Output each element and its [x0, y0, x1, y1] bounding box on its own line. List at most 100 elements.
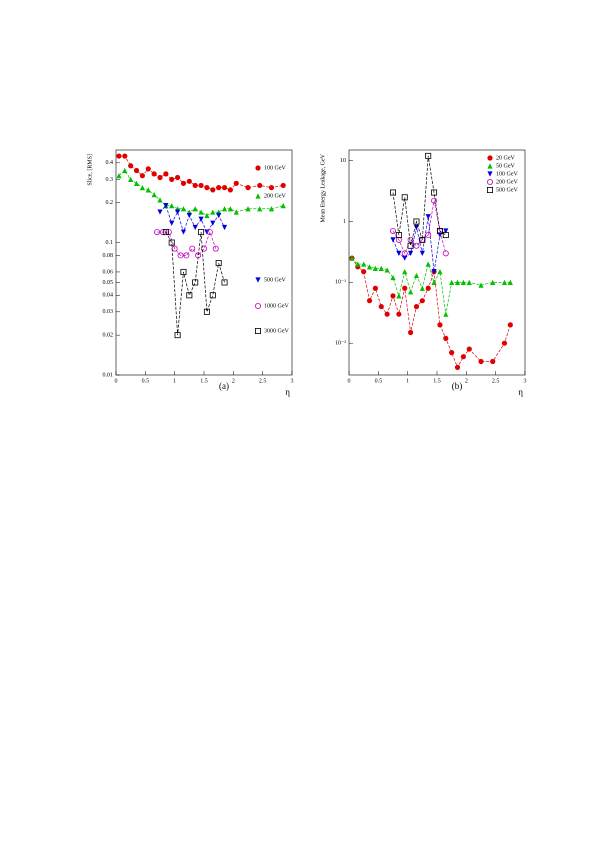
- marker: [257, 182, 263, 189]
- legend-marker: [486, 186, 493, 193]
- y-axis-label: Slice, [RMS]: [87, 154, 93, 186]
- marker: [245, 185, 251, 191]
- plot-frame: [115, 149, 293, 376]
- marker: [401, 250, 408, 257]
- marker: [443, 335, 449, 341]
- marker: [449, 279, 455, 285]
- marker: [349, 255, 355, 261]
- marker: [454, 279, 461, 285]
- marker: [133, 167, 140, 174]
- marker: [122, 167, 128, 174]
- marker: [221, 185, 228, 191]
- marker: [425, 152, 432, 159]
- marker: [372, 285, 378, 291]
- series-line: [392, 155, 446, 246]
- marker: [189, 245, 196, 252]
- y-tick-label: 0.05: [103, 280, 114, 286]
- legend-marker: [487, 163, 493, 169]
- x-tick-label: 2.5: [492, 378, 500, 384]
- marker: [157, 197, 163, 203]
- marker: [390, 293, 396, 299]
- marker: [210, 209, 216, 215]
- marker: [180, 229, 187, 235]
- legend-marker: [487, 155, 493, 161]
- marker: [425, 214, 431, 220]
- marker: [180, 268, 187, 275]
- marker: [390, 274, 396, 281]
- marker: [192, 224, 198, 231]
- marker: [443, 311, 449, 317]
- marker: [280, 203, 286, 209]
- marker: [216, 212, 222, 219]
- marker: [507, 322, 513, 328]
- marker: [139, 173, 145, 179]
- marker: [396, 250, 402, 256]
- marker: [425, 285, 431, 291]
- marker: [139, 185, 145, 191]
- marker: [210, 187, 216, 193]
- marker: [408, 289, 414, 295]
- marker: [372, 265, 378, 271]
- marker: [460, 279, 466, 285]
- marker: [442, 250, 449, 257]
- marker: [169, 203, 175, 209]
- marker: [151, 192, 157, 198]
- series-line: [351, 257, 511, 369]
- legend-label: 500 GeV: [496, 187, 518, 193]
- marker: [151, 171, 157, 177]
- x-axis-label: η: [518, 387, 523, 397]
- marker: [490, 358, 496, 365]
- marker: [163, 171, 169, 177]
- marker: [206, 229, 213, 236]
- marker: [425, 232, 432, 239]
- series-line: [157, 231, 217, 256]
- marker: [157, 209, 163, 215]
- x-tick-label: 0: [348, 378, 351, 384]
- y-tick-label: 0.02: [103, 333, 114, 339]
- x-tick-label: 2.5: [259, 378, 267, 384]
- marker: [168, 239, 175, 246]
- marker: [163, 203, 169, 209]
- marker: [162, 229, 169, 236]
- marker: [280, 182, 286, 189]
- marker: [257, 206, 263, 212]
- marker: [128, 176, 134, 182]
- x-tick-label: 0.5: [375, 378, 383, 384]
- marker: [221, 206, 228, 212]
- y-tick-label: 0.2: [106, 200, 114, 206]
- y-tick-label: 0.08: [103, 253, 114, 259]
- marker: [204, 185, 210, 191]
- marker: [227, 206, 233, 212]
- legend-marker: [255, 277, 261, 283]
- marker: [227, 187, 233, 193]
- marker: [449, 350, 455, 356]
- marker: [384, 267, 390, 273]
- marker: [210, 220, 216, 226]
- marker: [431, 279, 437, 285]
- marker: [407, 236, 414, 243]
- legend-marker: [486, 178, 493, 185]
- y-tick-label: 0.06: [103, 269, 114, 275]
- series-line: [392, 200, 447, 255]
- marker: [431, 269, 437, 275]
- marker: [116, 153, 122, 159]
- x-tick-label: 1.5: [200, 378, 208, 384]
- panel-label: (b): [452, 381, 463, 391]
- legend-label: 500 GeV: [264, 277, 286, 283]
- y-tick-label: 1: [343, 219, 346, 225]
- marker: [507, 279, 513, 285]
- marker: [154, 229, 161, 236]
- legend-label: 100 GeV: [264, 165, 286, 171]
- marker: [355, 261, 361, 267]
- marker: [157, 174, 163, 181]
- legend-label: 20 GeV: [496, 155, 515, 161]
- marker: [402, 269, 408, 275]
- marker: [245, 206, 251, 212]
- marker: [501, 340, 508, 346]
- marker: [192, 206, 198, 212]
- marker: [268, 185, 275, 191]
- marker: [212, 245, 219, 252]
- marker: [437, 322, 443, 328]
- marker: [116, 173, 122, 179]
